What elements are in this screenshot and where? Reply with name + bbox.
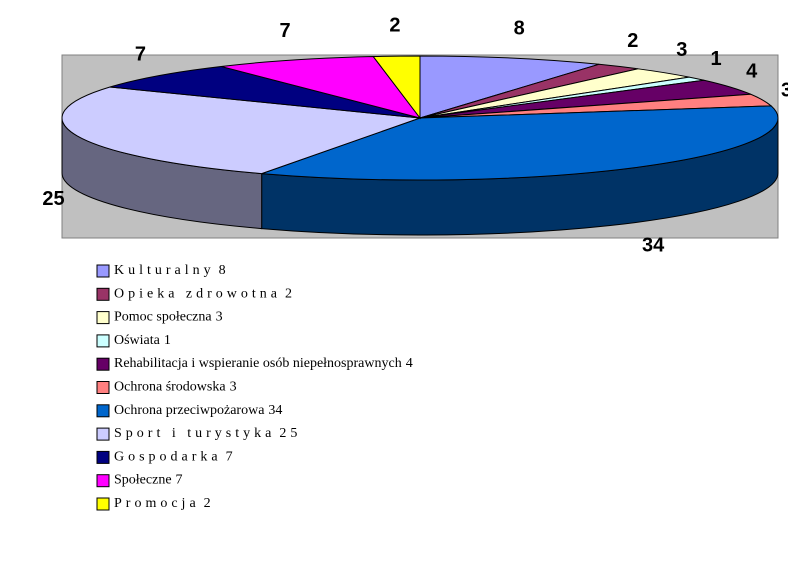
legend-category: Społeczne [114, 473, 172, 488]
legend-swatch [96, 427, 110, 441]
legend-value: 3 [230, 380, 237, 395]
slice [61, 86, 421, 175]
slice [372, 55, 421, 120]
legend-label: Oświata 1 [114, 333, 171, 348]
legend-value: 2 [204, 496, 215, 511]
legend-swatch [96, 311, 110, 325]
legend-label: Gospodarka 7 [114, 450, 237, 465]
legend-label: Sport i turystyka 25 [114, 426, 301, 441]
legend-value: 34 [268, 403, 282, 418]
slice [109, 65, 421, 119]
legend-swatch [96, 357, 110, 371]
legend-value: 7 [176, 473, 183, 488]
legend-value: 7 [226, 450, 237, 465]
legend-category: Ochrona środowska [114, 380, 226, 395]
data-label: 8 [514, 17, 525, 39]
legend-category: Rehabilitacja i wspieranie osób niepełno… [114, 356, 402, 371]
legend-value: 1 [164, 333, 171, 348]
slice [220, 56, 422, 119]
legend-label: Opieka zdrowotna 2 [114, 287, 296, 302]
legend-swatch [96, 287, 110, 301]
data-label: 3 [781, 80, 788, 102]
legend-category: Promocja [114, 496, 200, 511]
legend-swatch [96, 264, 110, 278]
legend-category: Oświata [114, 333, 161, 348]
legend-label: Ochrona przeciwpożarowa 34 [114, 403, 282, 418]
legend-value: 8 [219, 263, 230, 278]
legend-label: Społeczne 7 [114, 473, 183, 488]
legend-label: Pomoc społeczna 3 [114, 310, 223, 325]
legend-swatch [96, 497, 110, 511]
legend-value: 25 [279, 426, 301, 441]
legend-category: Opieka zdrowotna [114, 287, 281, 302]
legend-value: 4 [406, 356, 413, 371]
data-label: 3 [676, 39, 687, 61]
data-label: 7 [135, 43, 146, 65]
legend-label: Rehabilitacja i wspieranie osób niepełno… [114, 356, 413, 371]
legend-swatch [96, 381, 110, 394]
data-label: 1 [711, 48, 722, 70]
slice [419, 55, 600, 119]
legend-label: Ochrona środowska 3 [114, 380, 237, 395]
legend-value: 2 [285, 287, 296, 302]
data-label: 2 [627, 30, 638, 52]
data-label: 25 [42, 188, 64, 210]
legend-category: Pomoc społeczna [114, 310, 212, 325]
data-label: 2 [389, 14, 400, 36]
data-label: 7 [280, 20, 291, 42]
data-label: 4 [746, 60, 758, 82]
legend-swatch [96, 404, 110, 418]
legend-swatch [96, 474, 110, 488]
legend-category: Gospodarka [114, 450, 222, 465]
data-label: 34 [642, 234, 665, 256]
legend-label: Promocja 2 [114, 496, 215, 511]
legend-category: Kulturalny [114, 263, 215, 278]
legend-swatch [96, 334, 110, 348]
legend-category: Sport i turystyka [114, 426, 275, 441]
slice [261, 105, 779, 181]
legend-label: Kulturalny 8 [114, 263, 230, 278]
legend-category: Ochrona przeciwpożarowa [114, 403, 265, 418]
legend-value: 3 [216, 310, 223, 325]
legend-swatch [96, 450, 110, 464]
